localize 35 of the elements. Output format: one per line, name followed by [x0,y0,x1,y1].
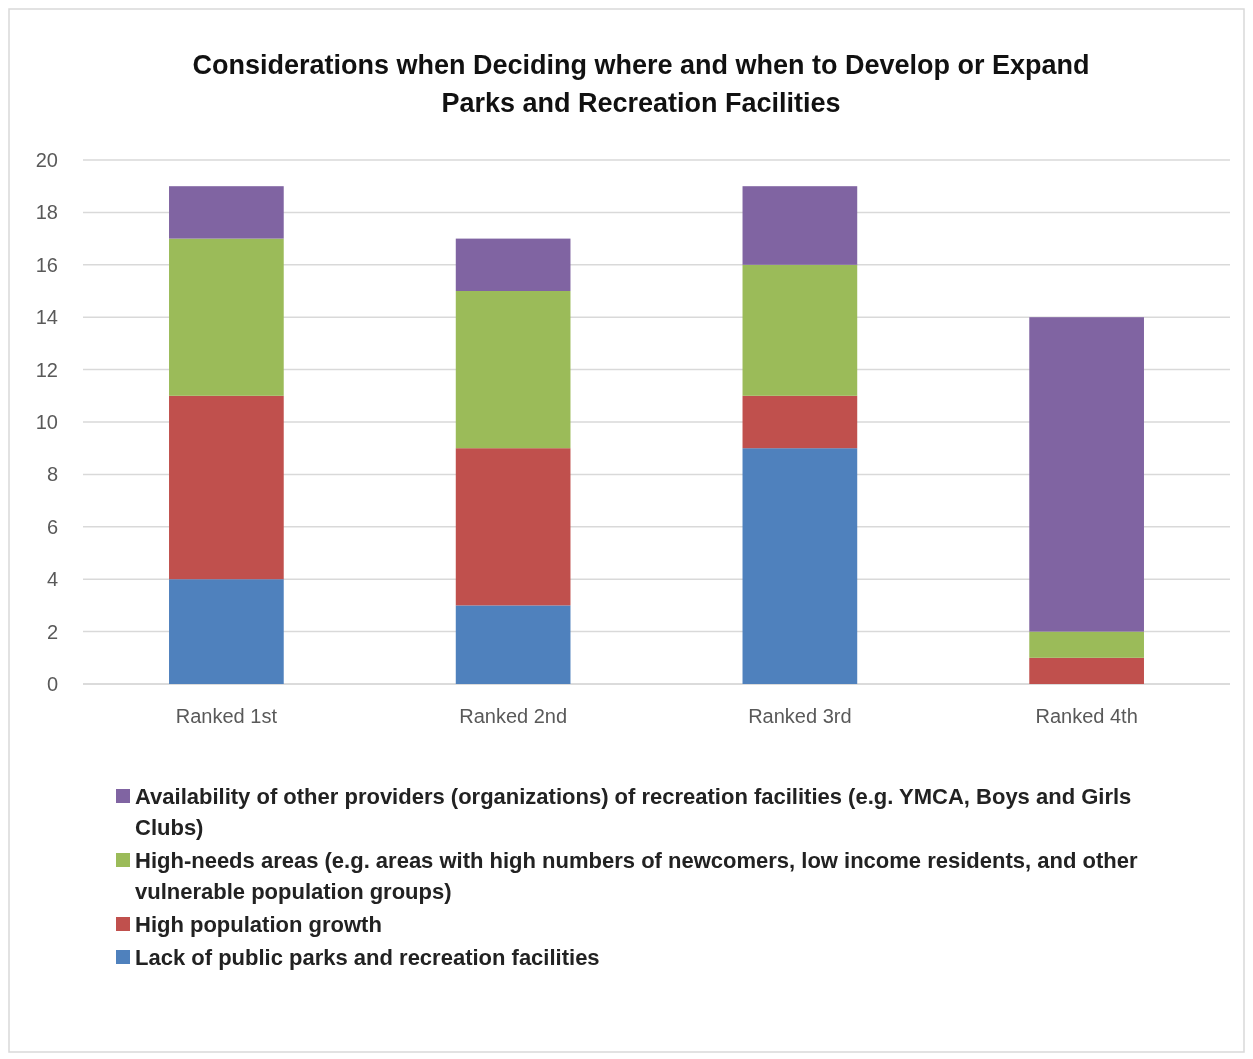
chart-title: Considerations when Deciding where and when to Develop or Expand Parks and Recreation Facilities [192,50,1090,118]
y-tick-label: 4 [46,568,58,591]
bar [169,238,284,396]
bar [742,448,858,684]
y-tick-label: 0 [46,673,58,695]
x-tick-label: Ranked 2nd [459,705,568,727]
legend-label: High-needs areas (e.g. areas with high numbers of newcomers, low income residents, and other vulnerable population groups) [135,848,1138,904]
x-tick-label: Ranked 4th [1035,705,1138,727]
y-tick-label: 20 [35,149,58,171]
x-tick-label: Ranked 3rd [748,705,852,727]
bar [742,264,858,396]
bar [1029,317,1144,632]
bar [455,238,571,291]
bar [455,605,571,684]
bar [169,186,284,239]
y-tick-label: 2 [46,620,58,643]
y-tick-label: 8 [46,463,58,486]
y-tick-label: 10 [35,411,58,433]
bar [742,395,858,449]
bar [169,579,284,684]
bar [1029,631,1144,658]
y-tick-label: 18 [35,201,58,224]
bar [455,448,571,606]
y-tick-label: 14 [35,306,58,329]
x-tick-label: Ranked 1st [175,705,278,727]
y-tick-label: 16 [35,253,58,276]
legend-label: Lack of public parks and recreation facilities [135,945,600,970]
bar [455,291,571,449]
y-tick-label: 12 [35,358,58,381]
legend-label: Availability of other providers (organizations) of recreation facilities (e.g. YMCA, Boys and Girls Clubs) [135,784,1132,840]
bar [169,395,284,580]
y-tick-label: 6 [46,515,58,538]
legend-label: High population growth [135,912,382,937]
bar [742,186,858,265]
bar [1029,657,1144,684]
